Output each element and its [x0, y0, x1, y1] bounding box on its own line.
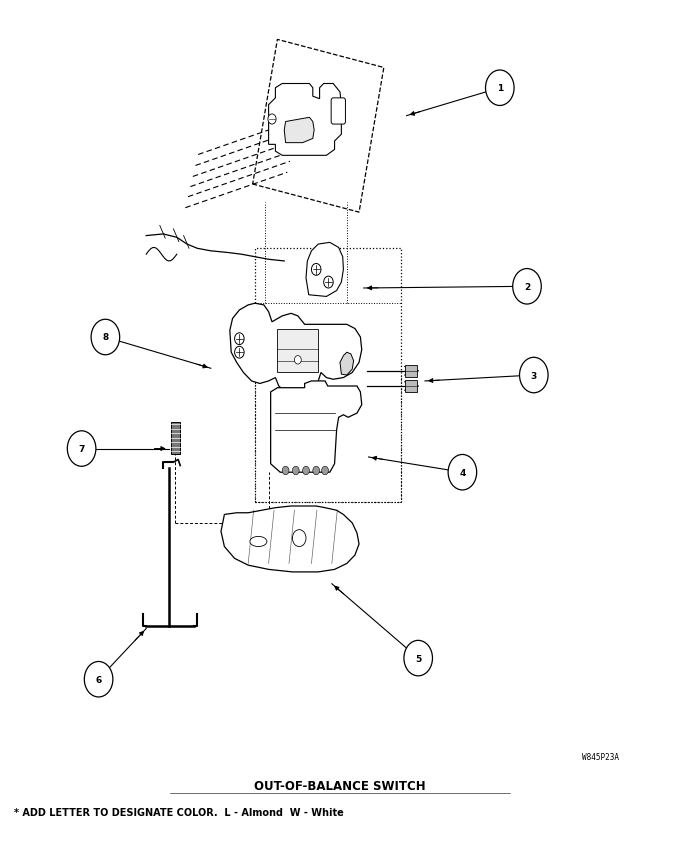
Polygon shape	[306, 243, 343, 297]
Circle shape	[520, 358, 548, 393]
Circle shape	[513, 269, 541, 305]
Polygon shape	[269, 84, 341, 156]
Polygon shape	[221, 506, 359, 572]
Circle shape	[311, 264, 321, 276]
Circle shape	[322, 467, 328, 475]
Text: 2: 2	[524, 283, 530, 291]
Circle shape	[324, 277, 333, 289]
Circle shape	[91, 320, 120, 355]
Circle shape	[486, 71, 514, 106]
Text: 3: 3	[530, 371, 537, 380]
Circle shape	[292, 530, 306, 547]
Text: 7: 7	[78, 445, 85, 453]
Bar	[405, 365, 417, 377]
Circle shape	[235, 347, 244, 359]
Text: OUT-OF-BALANCE SWITCH: OUT-OF-BALANCE SWITCH	[254, 779, 426, 792]
Circle shape	[303, 467, 309, 475]
Polygon shape	[230, 304, 362, 394]
Circle shape	[282, 467, 289, 475]
Bar	[277, 329, 318, 373]
Bar	[405, 381, 417, 392]
Text: 6: 6	[95, 675, 102, 684]
Circle shape	[404, 641, 432, 676]
Circle shape	[448, 455, 477, 490]
FancyBboxPatch shape	[331, 99, 345, 125]
Circle shape	[268, 115, 276, 125]
Text: 5: 5	[415, 654, 422, 663]
Polygon shape	[271, 381, 362, 473]
Ellipse shape	[250, 537, 267, 547]
Text: 4: 4	[459, 468, 466, 477]
Text: 1: 1	[496, 84, 503, 93]
Circle shape	[235, 333, 244, 345]
Circle shape	[294, 356, 301, 365]
Polygon shape	[284, 118, 314, 143]
Text: * ADD LETTER TO DESIGNATE COLOR.  L - Almond  W - White: * ADD LETTER TO DESIGNATE COLOR. L - Alm…	[14, 807, 343, 817]
Circle shape	[292, 467, 299, 475]
Circle shape	[84, 662, 113, 697]
Text: 8: 8	[102, 333, 109, 342]
Text: W845P23A: W845P23A	[582, 752, 619, 761]
Polygon shape	[340, 353, 354, 376]
Circle shape	[67, 431, 96, 467]
Circle shape	[313, 467, 320, 475]
Bar	[171, 422, 180, 454]
Polygon shape	[253, 41, 384, 213]
